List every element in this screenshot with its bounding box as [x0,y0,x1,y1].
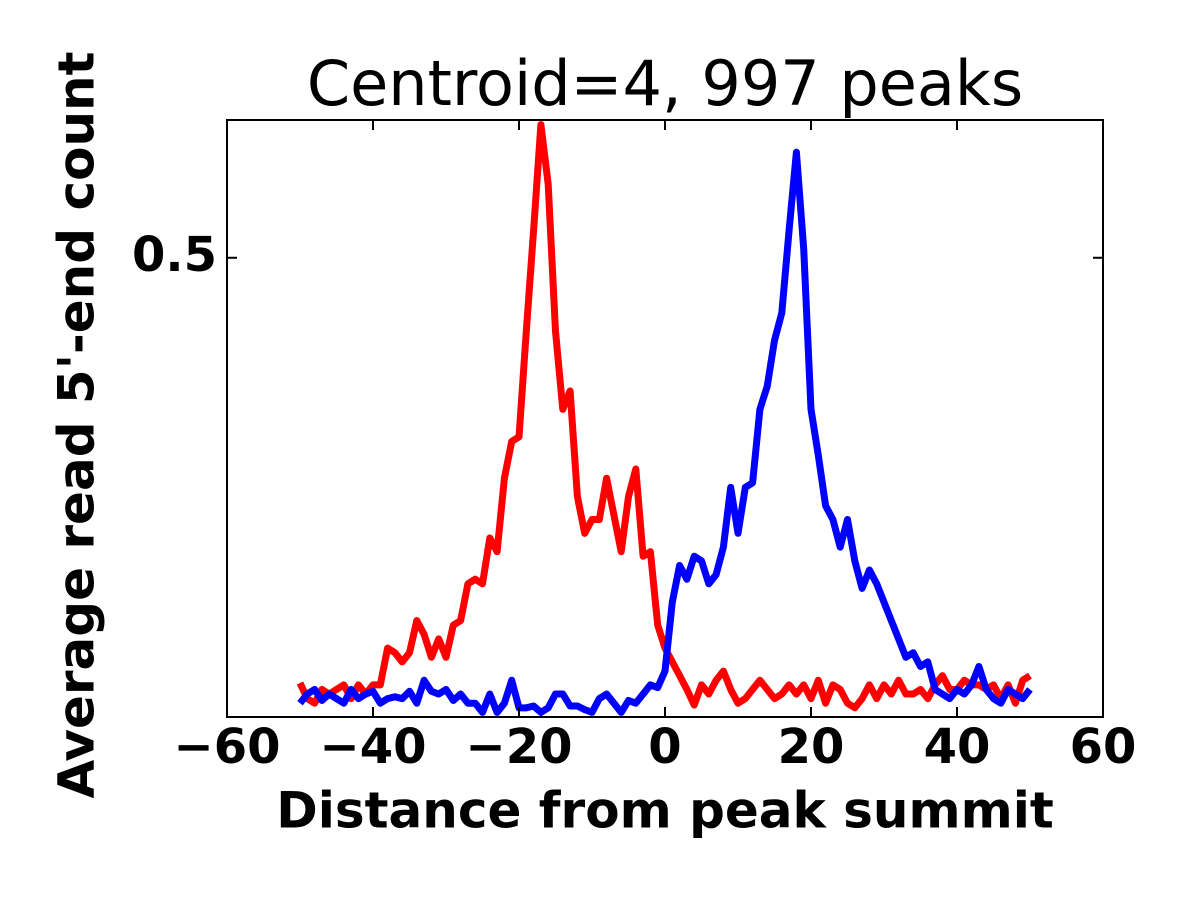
x-tick-label: −60 [173,719,280,775]
x-tick-label: 40 [924,719,991,775]
x-tick-label: 20 [778,719,845,775]
data-line [296,121,1032,712]
x-tick-label: −20 [465,719,572,775]
x-tick-label: 0 [648,719,681,775]
x-axis-label: Distance from peak summit [276,782,1054,840]
chart-title: Centroid=4, 997 peaks [307,47,1023,120]
data-line [297,148,1033,716]
x-tick-label: −40 [319,719,426,775]
y-axis-label: Average read 5'-end count [48,51,106,798]
plot-frame [226,119,1104,718]
y-tick-label: 0.5 [132,227,217,283]
plot-lines [296,121,1033,716]
x-tick-label: 60 [1070,719,1137,775]
